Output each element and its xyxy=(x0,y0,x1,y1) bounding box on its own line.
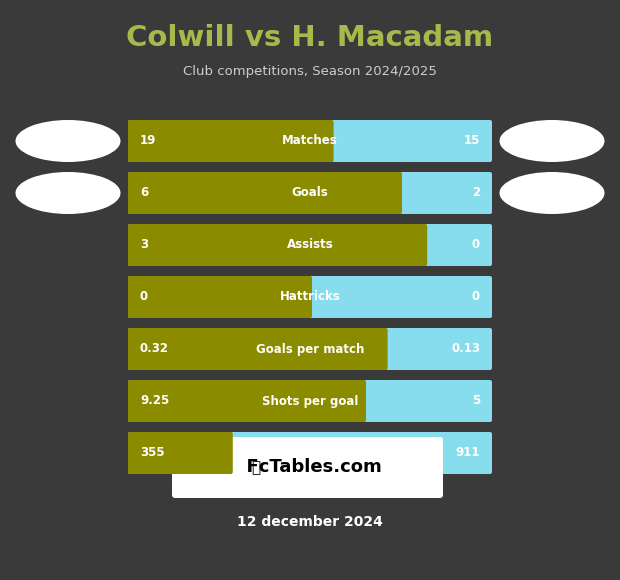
FancyBboxPatch shape xyxy=(172,437,443,498)
Text: 0.32: 0.32 xyxy=(140,343,169,356)
Text: Goals: Goals xyxy=(291,187,329,200)
FancyBboxPatch shape xyxy=(128,432,492,474)
FancyBboxPatch shape xyxy=(128,172,492,214)
Text: 12 december 2024: 12 december 2024 xyxy=(237,515,383,529)
Text: 9.25: 9.25 xyxy=(140,394,169,408)
FancyBboxPatch shape xyxy=(128,380,366,422)
FancyBboxPatch shape xyxy=(128,276,492,318)
Text: 📈: 📈 xyxy=(251,460,260,475)
FancyBboxPatch shape xyxy=(128,328,492,370)
Text: 6: 6 xyxy=(140,187,148,200)
Ellipse shape xyxy=(16,172,120,214)
FancyBboxPatch shape xyxy=(128,276,312,318)
Text: 911: 911 xyxy=(456,447,480,459)
FancyBboxPatch shape xyxy=(128,224,427,266)
FancyBboxPatch shape xyxy=(128,120,334,162)
Text: 15: 15 xyxy=(464,135,480,147)
FancyBboxPatch shape xyxy=(128,224,492,266)
Text: Min per goal: Min per goal xyxy=(268,447,352,459)
Ellipse shape xyxy=(500,172,604,214)
Text: 355: 355 xyxy=(140,447,165,459)
Text: FcTables.com: FcTables.com xyxy=(234,459,381,477)
Text: Hattricks: Hattricks xyxy=(280,291,340,303)
Text: Goals per match: Goals per match xyxy=(256,343,364,356)
Text: Colwill vs H. Macadam: Colwill vs H. Macadam xyxy=(126,24,494,52)
FancyBboxPatch shape xyxy=(128,120,492,162)
Text: 0.13: 0.13 xyxy=(451,343,480,356)
Ellipse shape xyxy=(16,120,120,162)
FancyBboxPatch shape xyxy=(128,328,388,370)
Text: Club competitions, Season 2024/2025: Club competitions, Season 2024/2025 xyxy=(183,66,437,78)
Text: 0: 0 xyxy=(140,291,148,303)
FancyBboxPatch shape xyxy=(128,380,492,422)
Text: 0: 0 xyxy=(472,291,480,303)
Text: Matches: Matches xyxy=(282,135,338,147)
Text: 5: 5 xyxy=(472,394,480,408)
Text: 0: 0 xyxy=(472,238,480,252)
Text: 3: 3 xyxy=(140,238,148,252)
Ellipse shape xyxy=(500,120,604,162)
FancyBboxPatch shape xyxy=(128,172,402,214)
FancyBboxPatch shape xyxy=(128,432,232,474)
Text: 19: 19 xyxy=(140,135,156,147)
Text: Assists: Assists xyxy=(286,238,334,252)
Text: 2: 2 xyxy=(472,187,480,200)
Text: Shots per goal: Shots per goal xyxy=(262,394,358,408)
